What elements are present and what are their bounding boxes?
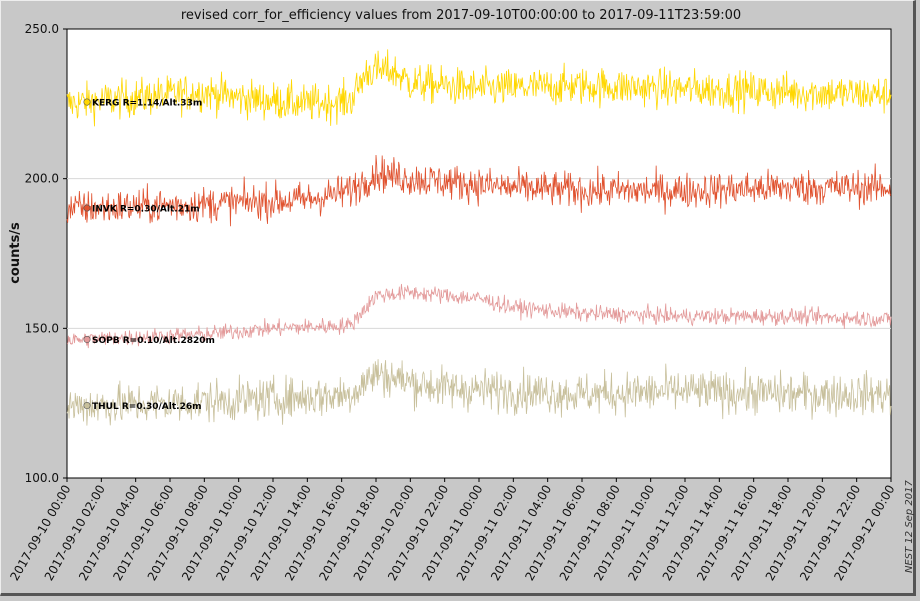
legend-label-2: SOPB R=0.10/Alt.2820m (92, 336, 215, 346)
y-tick-label: 150.0 (25, 321, 59, 335)
y-tick-label: 200.0 (25, 172, 59, 186)
legend-marker-0 (83, 98, 91, 106)
plot-area (66, 28, 892, 479)
y-tick-label: 250.0 (25, 22, 59, 36)
series-line-0 (66, 49, 892, 127)
series-line-1 (66, 155, 892, 227)
x-tick-label: 2017-09-10 00:00 (7, 483, 73, 584)
series-line-3 (66, 359, 892, 426)
series-line-2 (66, 283, 892, 349)
y-tick-label: 100.0 (25, 471, 59, 485)
legend-marker-3 (83, 402, 91, 410)
legend-label-1: INVK R=0.30/Alt.21m (92, 205, 200, 215)
legend-marker-1 (83, 204, 91, 212)
legend-label-0: KERG R=1.14/Alt.33m (92, 99, 202, 109)
y-axis-label: counts/s (8, 222, 23, 284)
legend-label-3: THUL R=0.30/Alt.26m (92, 402, 202, 412)
chart-title: revised corr_for_efficiency values from … (181, 8, 741, 23)
credit-text: NEST 12 Sep 2017 (904, 480, 915, 573)
legend-marker-2 (83, 335, 91, 343)
